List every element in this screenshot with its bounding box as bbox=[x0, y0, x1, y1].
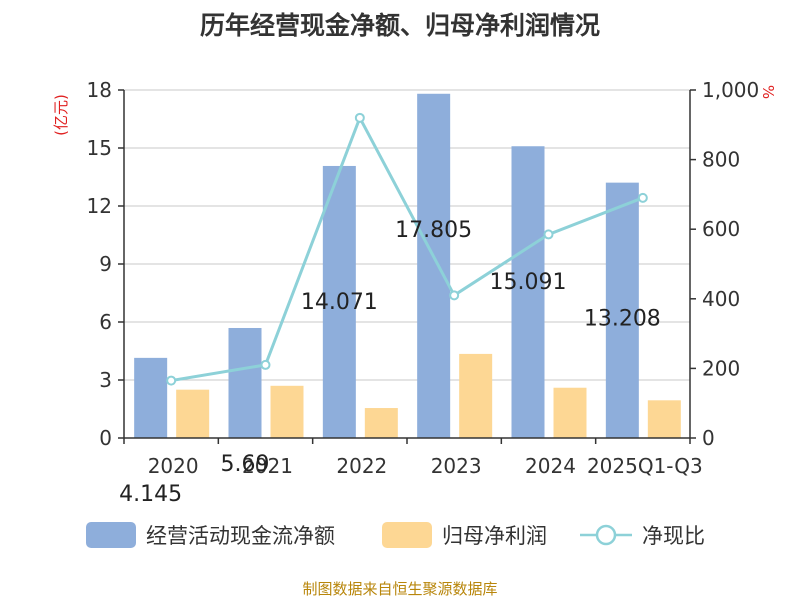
ratio-point bbox=[260, 359, 271, 370]
axes-group: 0 3 6 9 12 15 18 0 200 400 600 800 1,000 2020 2021 2022… bbox=[52, 78, 777, 478]
right-tick-label: 200 bbox=[702, 356, 740, 380]
right-tick-label: 400 bbox=[702, 287, 740, 311]
x-tick-label: 2021 bbox=[242, 454, 293, 478]
left-tick-label: 3 bbox=[99, 368, 112, 392]
left-tick-label: 6 bbox=[99, 310, 112, 334]
net-profit-bar bbox=[647, 400, 681, 438]
ratio-point bbox=[637, 192, 648, 203]
left-tick-label: 12 bbox=[87, 194, 112, 218]
chart-title: 历年经营现金净额、归母净利润情况 bbox=[199, 11, 600, 40]
net-profit-bar bbox=[553, 387, 587, 438]
x-tick-label: 2024 bbox=[525, 454, 576, 478]
ratio-line-group bbox=[166, 112, 648, 386]
cashflow-bar bbox=[322, 165, 356, 438]
cashflow-bar bbox=[134, 357, 168, 438]
bars-group bbox=[134, 93, 681, 439]
cashflow-data-label: 4.145 bbox=[119, 482, 182, 507]
left-tick-label: 18 bbox=[87, 78, 112, 102]
left-tick-label: 15 bbox=[87, 136, 112, 160]
source-note: 制图数据来自恒生聚源数据库 bbox=[302, 580, 498, 598]
cashflow-data-label: 14.071 bbox=[301, 290, 378, 315]
cashflow-data-label: 5.69 bbox=[221, 452, 270, 477]
ratio-point bbox=[543, 229, 554, 240]
cashflow-bar bbox=[417, 93, 451, 439]
cashflow-bar bbox=[228, 327, 262, 438]
data-labels-group: 4.145 5.69 14.071 17.805 15.091 13.208 bbox=[119, 218, 661, 507]
net-profit-bar bbox=[459, 353, 493, 438]
legend: 经营活动现金流净额 归母净利润 净现比 bbox=[86, 522, 705, 548]
left-axis-unit: (亿元) bbox=[52, 94, 70, 136]
ratio-point bbox=[166, 375, 177, 386]
right-tick-label: 0 bbox=[702, 426, 715, 450]
right-axis-unit: % bbox=[759, 85, 777, 99]
cashflow-bar bbox=[511, 146, 545, 438]
legend-label-cashflow: 经营活动现金流净额 bbox=[146, 524, 335, 548]
right-tick-label: 1,000 bbox=[702, 78, 759, 102]
legend-label-net-profit: 归母净利润 bbox=[442, 524, 547, 548]
cashflow-data-label: 15.091 bbox=[490, 270, 567, 295]
left-tick-label: 0 bbox=[99, 426, 112, 450]
cashflow-data-label: 17.805 bbox=[395, 218, 472, 243]
legend-marker-ratio bbox=[595, 524, 617, 546]
legend-swatch-cashflow bbox=[86, 522, 136, 548]
net-profit-bar bbox=[176, 389, 210, 438]
x-tick-label: 2025Q1-Q3 bbox=[587, 454, 703, 478]
legend-swatch-net-profit bbox=[382, 522, 432, 548]
legend-label-ratio: 净现比 bbox=[642, 524, 705, 548]
ratio-point bbox=[354, 112, 365, 123]
ratio-line bbox=[170, 114, 644, 383]
right-tick-label: 600 bbox=[702, 217, 740, 241]
net-profit-bar bbox=[364, 408, 398, 438]
cashflow-bar bbox=[605, 182, 639, 438]
net-profit-bar bbox=[270, 385, 304, 438]
right-tick-label: 800 bbox=[702, 148, 740, 172]
cashflow-data-label: 13.208 bbox=[584, 307, 661, 332]
x-tick-label: 2022 bbox=[336, 454, 387, 478]
x-tick-label: 2020 bbox=[148, 454, 199, 478]
x-tick-label: 2023 bbox=[431, 454, 482, 478]
left-tick-label: 9 bbox=[99, 252, 112, 276]
ratio-point bbox=[449, 290, 460, 301]
